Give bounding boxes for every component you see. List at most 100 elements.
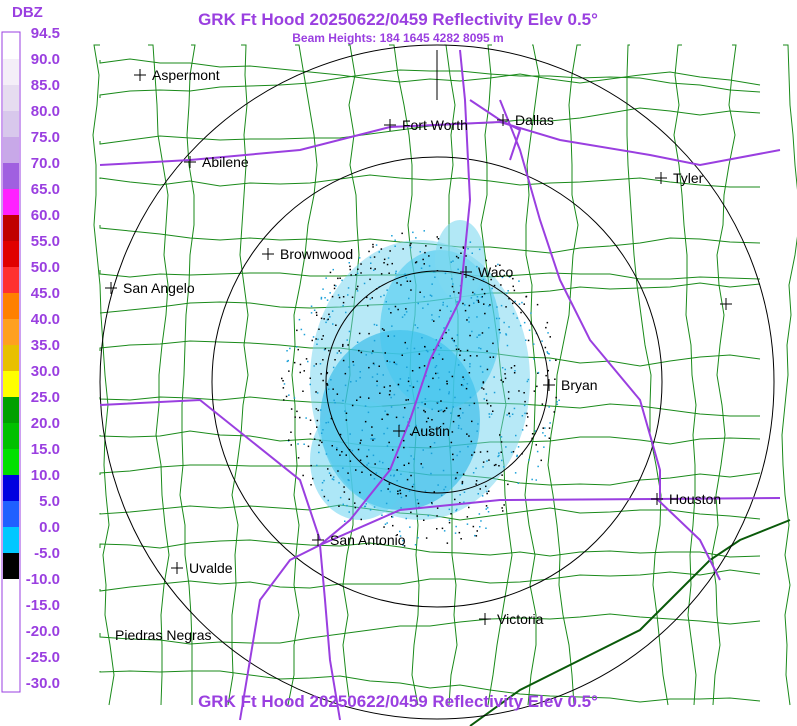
echo-speckle — [531, 433, 534, 435]
echo-speckle — [486, 402, 489, 405]
echo-speckle — [493, 391, 496, 394]
echo-speckle — [462, 302, 464, 305]
echo-speckle — [328, 313, 330, 316]
echo-speckle — [287, 359, 289, 362]
echo-speckle — [505, 272, 508, 275]
county-line — [148, 44, 170, 706]
echo-speckle — [406, 389, 409, 392]
echo-speckle — [380, 295, 382, 298]
echo-speckle — [355, 380, 357, 382]
echo-speckle — [486, 450, 489, 453]
echo-speckle — [366, 296, 368, 299]
echo-speckle — [442, 410, 445, 413]
echo-speckle — [448, 329, 450, 331]
echo-speckle — [373, 478, 376, 480]
city-label: Houston — [669, 491, 721, 507]
echo-speckle — [347, 344, 349, 346]
echo-speckle — [422, 466, 424, 469]
county-line — [227, 44, 249, 706]
legend-label: 94.5 — [31, 25, 60, 42]
echo-speckle — [332, 476, 335, 478]
echo-speckle — [427, 514, 429, 517]
echo-speckle — [372, 439, 374, 441]
echo-speckle — [495, 265, 497, 267]
echo-speckle — [335, 285, 337, 287]
echo-speckle — [364, 420, 367, 423]
echo-speckle — [396, 534, 398, 536]
city-marker — [384, 119, 396, 131]
legend-label: 15.0 — [31, 441, 60, 458]
echo-speckle — [369, 278, 371, 281]
echo-speckle — [440, 247, 442, 249]
echo-speckle — [465, 255, 467, 257]
echo-speckle — [348, 330, 351, 333]
echo-speckle — [424, 251, 426, 254]
legend-swatch — [3, 137, 19, 163]
echo-speckle — [397, 456, 399, 459]
echo-speckle — [339, 454, 341, 456]
echo-speckle — [325, 321, 327, 324]
echo-speckle — [298, 318, 301, 321]
echo-speckle — [517, 482, 519, 484]
echo-speckle — [503, 504, 505, 506]
echo-speckle — [403, 446, 405, 449]
echo-speckle — [404, 341, 406, 344]
echo-speckle — [446, 383, 448, 385]
echo-speckle — [434, 276, 436, 278]
city-marker — [312, 534, 324, 546]
title: GRK Ft Hood 20250622/0459 Reflectivity E… — [198, 10, 598, 29]
echo-speckle — [384, 523, 387, 525]
echo-speckle — [354, 502, 356, 504]
echo-speckle — [322, 359, 324, 361]
echo-speckle — [471, 454, 473, 456]
echo-speckle — [451, 431, 454, 433]
echo-speckle — [476, 316, 478, 318]
echo-speckle — [467, 248, 469, 250]
echo-speckle — [451, 337, 453, 340]
echo-speckle — [341, 451, 343, 453]
echo-speckle — [400, 284, 402, 286]
echo-speckle — [339, 433, 342, 436]
echo-speckle — [423, 230, 425, 232]
echo-speckle — [525, 424, 528, 427]
echo-speckle — [310, 305, 313, 307]
echo-speckle — [440, 409, 443, 411]
echo-speckle — [348, 498, 350, 500]
echo-speckle — [387, 257, 390, 259]
echo-speckle — [488, 459, 490, 461]
echo-speckle — [439, 388, 441, 391]
echo-speckle — [293, 397, 296, 399]
echo-speckle — [380, 490, 382, 492]
echo-speckle — [376, 373, 379, 375]
echo-speckle — [476, 530, 478, 532]
city-marker — [134, 69, 146, 81]
city-marker — [184, 156, 196, 168]
echo-speckle — [323, 318, 325, 320]
echo-speckle — [469, 355, 472, 357]
echo-speckle — [338, 350, 340, 352]
echo-speckle — [472, 291, 474, 294]
echo-speckle — [439, 409, 441, 412]
echo-speckle — [422, 258, 424, 261]
echo-speckle — [558, 399, 560, 401]
echo-speckle — [482, 278, 485, 281]
echo-speckle — [417, 407, 419, 409]
echo-speckle — [542, 432, 544, 434]
echo-speckle — [331, 295, 334, 298]
echo-speckle — [449, 446, 452, 449]
echo-speckle — [331, 445, 333, 447]
echo-speckle — [392, 449, 394, 451]
echo-speckle — [397, 383, 400, 386]
echo-speckle — [502, 510, 504, 512]
echo-speckle — [334, 402, 336, 404]
echo-speckle — [325, 277, 327, 279]
echo-speckle — [423, 519, 425, 521]
echo-speckle — [509, 415, 511, 418]
echo-speckle — [525, 296, 527, 298]
echo-speckle — [486, 350, 488, 352]
echo-speckle — [408, 297, 410, 300]
echo-speckle — [414, 544, 417, 546]
echo-speckle — [383, 329, 385, 331]
echo-speckle — [299, 363, 302, 366]
county-line — [99, 58, 761, 86]
